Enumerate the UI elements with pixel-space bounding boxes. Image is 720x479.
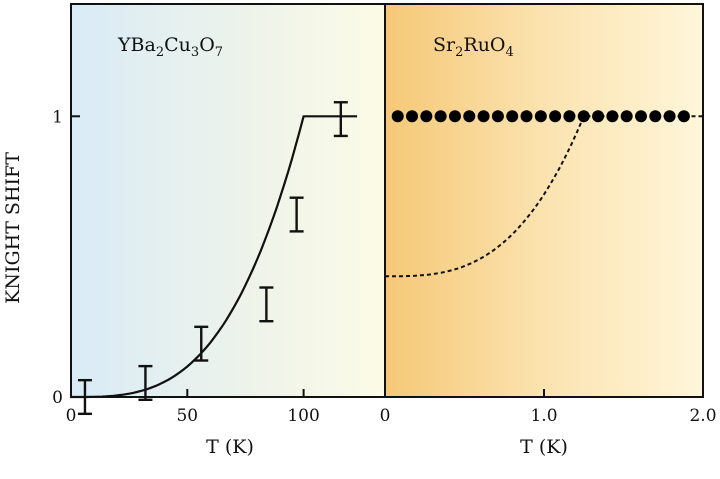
right-data-point — [549, 110, 562, 123]
right-data-point — [592, 110, 605, 123]
title-subscript: 3 — [191, 45, 199, 60]
title-segment: O — [199, 34, 215, 56]
right-data-point — [620, 110, 633, 123]
left-x-axis-title: T (K) — [206, 436, 254, 458]
right-data-point — [663, 110, 676, 123]
y-tick-0-label: 0 — [52, 388, 63, 408]
left-x-tick-50-label: 50 — [176, 406, 198, 426]
title-segment: RuO — [463, 34, 505, 56]
y-tick-1-label: 1 — [52, 107, 63, 127]
right-data-point — [506, 110, 519, 123]
left-error-bar — [289, 196, 304, 233]
chart-marks — [71, 101, 703, 416]
right-data-point — [649, 110, 662, 123]
left-panel-background — [71, 4, 385, 397]
right-x-tick-0-label: 0 — [380, 406, 391, 426]
right-x-axis-title: T (K) — [520, 436, 568, 458]
right-data-point — [391, 110, 404, 123]
title-segment: YBa — [117, 34, 156, 56]
left-error-bar — [194, 325, 209, 362]
right-data-point — [491, 110, 504, 123]
y-axis-title: KNIGHT SHIFT — [2, 152, 24, 304]
right-data-point — [463, 110, 476, 123]
right-data-point — [634, 110, 647, 123]
plot-frame — [70, 3, 704, 398]
title-subscript: 2 — [156, 45, 164, 60]
right-data-point — [520, 110, 533, 123]
right-data-point — [606, 110, 619, 123]
right-panel-background — [385, 4, 703, 397]
title-subscript: 4 — [506, 45, 514, 60]
left-error-bar — [259, 286, 274, 323]
right-data-point — [677, 110, 690, 123]
title-segment: Sr — [433, 34, 456, 56]
left-x-tick-100-label: 100 — [287, 406, 319, 426]
right-x-tick-2-label: 2.0 — [689, 406, 716, 426]
right-panel-title: Sr2RuO4 — [433, 34, 514, 60]
right-data-point — [534, 110, 547, 123]
title-segment: Cu — [164, 34, 191, 56]
left-panel-title: YBa2Cu3O7 — [117, 34, 223, 60]
right-x-tick-1-label: 1.0 — [530, 406, 557, 426]
right-data-point — [477, 110, 490, 123]
right-data-point — [577, 110, 590, 123]
title-subscript: 7 — [215, 45, 223, 60]
right-data-point — [420, 110, 433, 123]
right-data-point — [434, 110, 447, 123]
right-data-point — [448, 110, 461, 123]
title-subscript: 2 — [455, 45, 463, 60]
left-x-tick-0-label: 0 — [66, 406, 77, 426]
left-error-bar — [138, 364, 153, 402]
right-data-point — [406, 110, 419, 123]
left-error-bar — [333, 101, 348, 138]
right-data-point — [563, 110, 576, 123]
